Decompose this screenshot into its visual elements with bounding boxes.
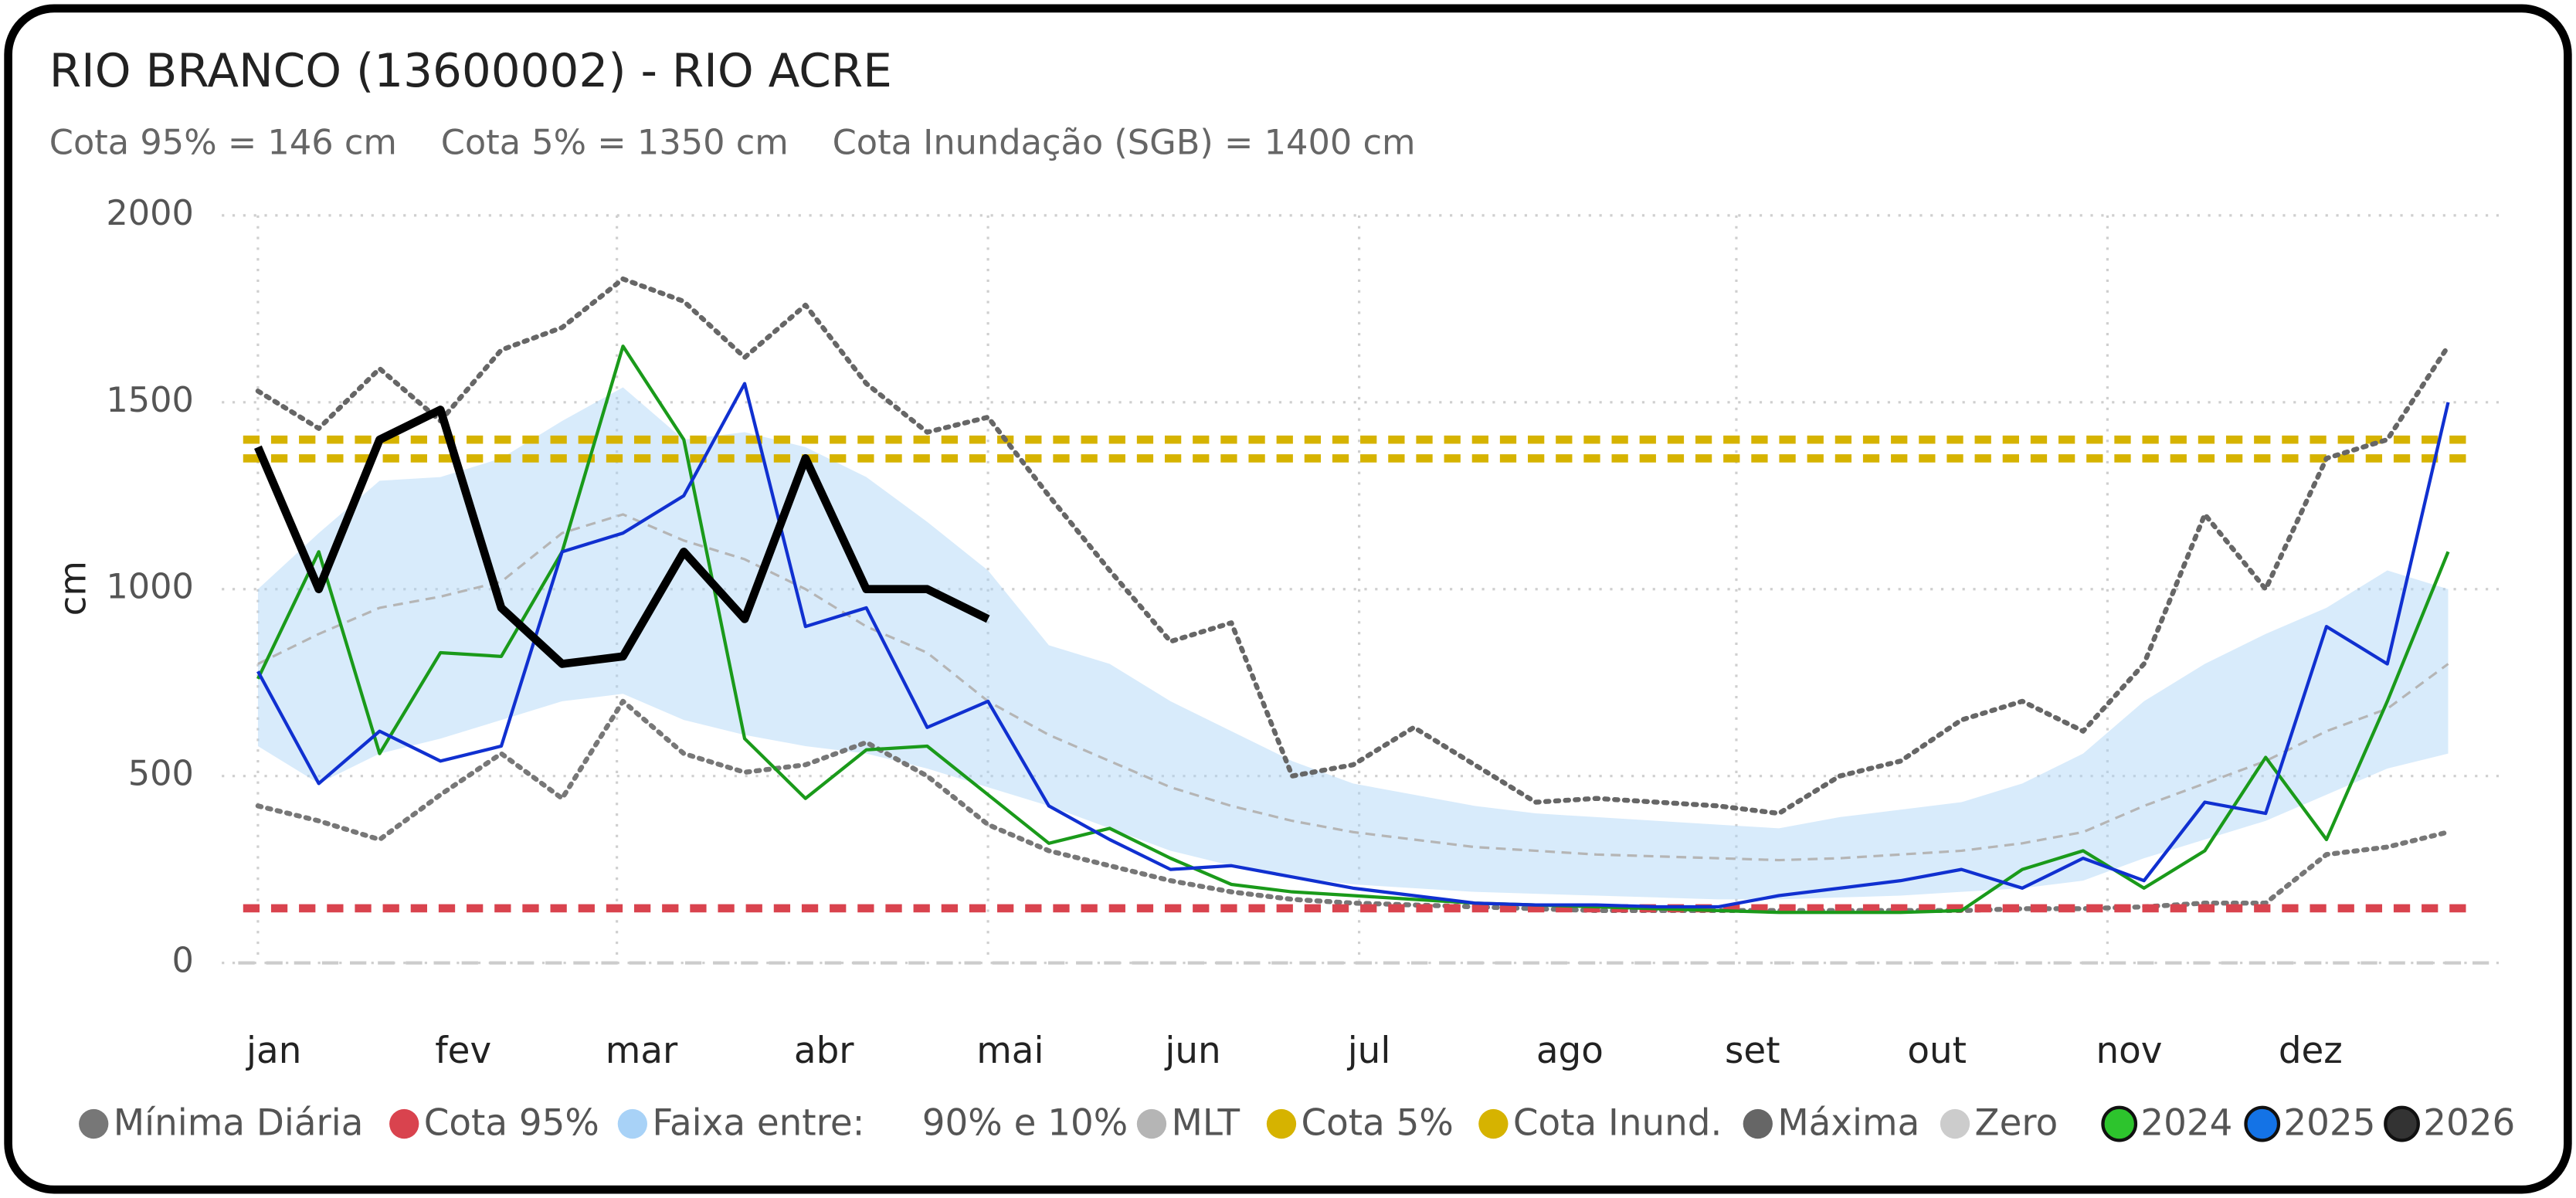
series-line	[256, 344, 2450, 915]
legend-marker	[1940, 1108, 1970, 1139]
legend-marker	[617, 1108, 648, 1139]
series-line	[255, 698, 2451, 914]
legend-label: MLT	[1171, 1103, 1240, 1145]
legend-marker	[79, 1108, 109, 1139]
y-tick-label: 500	[128, 754, 194, 794]
x-tick-label: fev	[435, 1030, 491, 1072]
legend-marker	[2101, 1105, 2138, 1142]
legend-label: Faixa entre: 90% e 10%	[652, 1103, 1128, 1145]
x-tick-label: jul	[1347, 1030, 1391, 1072]
legend-label: 2025	[2283, 1103, 2375, 1145]
legend-marker	[1478, 1108, 1509, 1139]
y-tick-label: 2000	[106, 193, 194, 233]
legend-label: Máxima	[1777, 1103, 1919, 1145]
chart-title: RIO BRANCO (13600002) - RIO ACRE	[49, 45, 892, 98]
y-tick-label: 1000	[106, 567, 194, 607]
legend-label: Cota Inund.	[1513, 1103, 1722, 1145]
legend-marker	[1266, 1108, 1297, 1139]
x-tick-label: jun	[1164, 1030, 1220, 1072]
y-axis-label: cm	[53, 561, 94, 616]
y-tick-label: 0	[172, 941, 194, 981]
legend-marker	[1743, 1108, 1773, 1139]
legend-marker	[1136, 1108, 1167, 1139]
x-tick-label: out	[1907, 1030, 1967, 1072]
series-line	[255, 276, 2451, 816]
x-tick-label: dez	[2279, 1030, 2343, 1072]
band-area	[257, 387, 2449, 900]
card-border	[4, 4, 2572, 1194]
x-tick-label: mar	[606, 1030, 678, 1072]
y-tick-label: 1500	[106, 380, 194, 420]
legend-label: Mínima Diária	[114, 1103, 364, 1145]
x-tick-label: ago	[1536, 1030, 1604, 1072]
legend-label: 2026	[2423, 1103, 2515, 1145]
legend-label: Zero	[1975, 1103, 2058, 1145]
legend-marker	[2384, 1105, 2420, 1142]
legend-marker	[389, 1108, 419, 1139]
series-line	[256, 382, 2450, 909]
x-tick-label: set	[1725, 1030, 1780, 1072]
legend-label: Cota 95%	[424, 1103, 599, 1145]
x-tick-label: jan	[246, 1030, 301, 1072]
legend-marker	[2244, 1105, 2281, 1142]
series-line	[257, 513, 2449, 862]
legend-label: Cota 5%	[1302, 1103, 1454, 1145]
series-line	[254, 406, 990, 668]
x-tick-label: nov	[2096, 1030, 2163, 1072]
x-tick-label: abr	[794, 1030, 854, 1072]
legend-label: 2024	[2140, 1103, 2232, 1145]
x-tick-label: mai	[976, 1030, 1044, 1072]
chart-subtitle: Cota 95% = 146 cm Cota 5% = 1350 cm Cota…	[49, 122, 1416, 162]
